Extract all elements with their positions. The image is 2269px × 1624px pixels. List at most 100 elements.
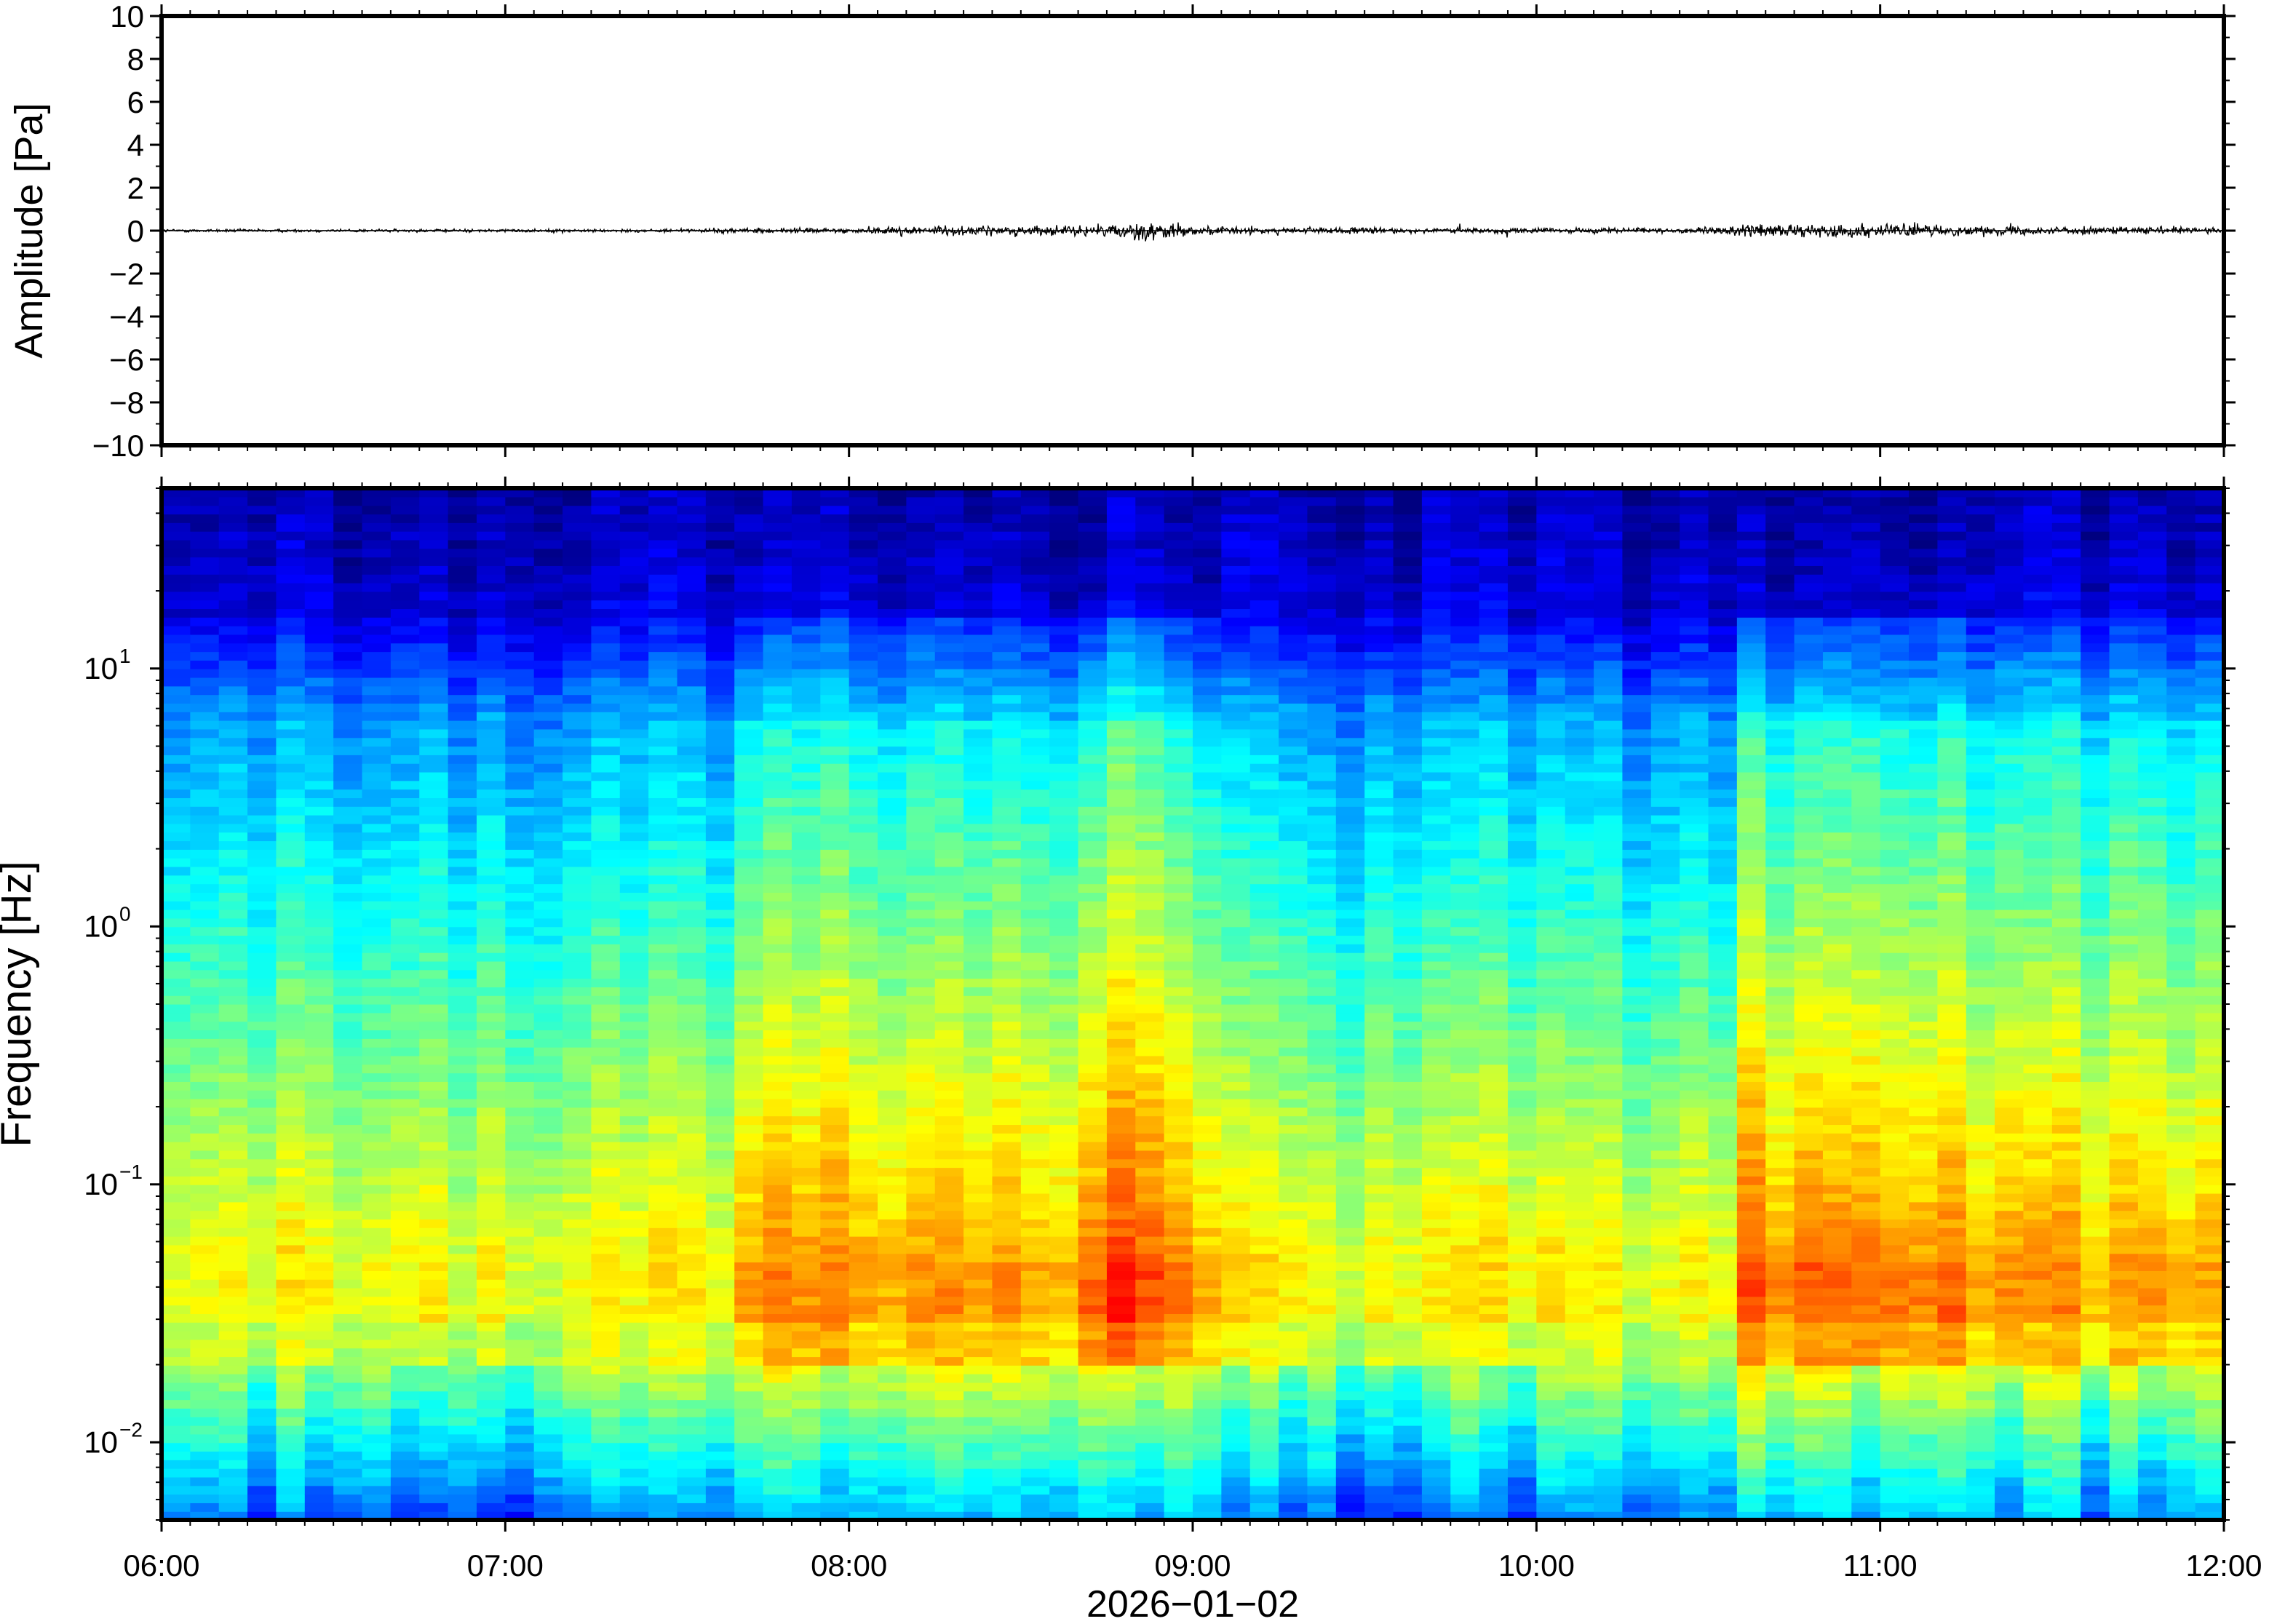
spectrogram-cell (705, 1305, 735, 1314)
spectrogram-cell (1049, 1287, 1079, 1297)
spectrogram-cell (1279, 608, 1308, 618)
spectrogram-cell (419, 780, 449, 790)
spectrogram-cell (190, 780, 220, 790)
spectrogram-cell (1221, 1107, 1251, 1117)
spectrogram-cell (276, 1021, 306, 1031)
spectrogram-cell (591, 901, 621, 910)
spectrogram-cell (906, 694, 936, 704)
spectrogram-cell (791, 875, 821, 885)
spectrogram-cell (934, 1124, 964, 1134)
spectrogram-cell (1106, 1460, 1136, 1469)
spectrogram-cell (1164, 1279, 1193, 1289)
spectrogram-cell (1193, 1322, 1222, 1332)
spectrogram-cell (1106, 1185, 1136, 1194)
spectrogram-cell (390, 1476, 420, 1486)
spectrogram-cell (476, 720, 506, 730)
spectrogram-cell (591, 737, 621, 747)
spectrogram-cell (705, 1279, 735, 1289)
spectrogram-cell (992, 522, 1022, 532)
spectrogram-cell (1279, 1433, 1308, 1444)
spectrogram-cell (276, 1115, 306, 1126)
spectrogram-cell (1106, 1090, 1136, 1099)
spectrogram-cell (992, 1098, 1022, 1108)
spectrogram-cell (533, 1296, 563, 1306)
spectrogram-cell (1135, 712, 1165, 721)
spectrogram-cell (963, 1236, 993, 1246)
spectrogram-cell (162, 660, 191, 669)
spectrogram-cell (1193, 651, 1222, 661)
spectrogram-cell (1135, 1142, 1165, 1151)
spectrogram-cell (1193, 1185, 1222, 1194)
spectrogram-cell (419, 1124, 449, 1134)
spectrogram-cell (791, 574, 821, 584)
spectrogram-cell (963, 1219, 993, 1228)
spectrogram-cell (333, 1047, 363, 1056)
spectrogram-cell (1164, 531, 1193, 541)
spectrogram-cell (849, 1158, 878, 1169)
spectrogram-cell (763, 901, 792, 910)
spectrogram-cell (878, 978, 907, 987)
spectrogram-cell (1164, 1305, 1193, 1314)
spectrogram-cell (934, 488, 964, 498)
spectrogram-cell (190, 823, 220, 833)
spectrogram-cell (734, 1390, 764, 1401)
spectrogram-cell (419, 531, 449, 541)
spectrogram-cell (849, 1098, 878, 1108)
spectrogram-cell (1307, 514, 1337, 523)
spectrogram-cell (1078, 505, 1108, 515)
spectrogram-cell (1020, 505, 1050, 515)
spectrogram-cell (906, 883, 936, 893)
spectrogram-cell (791, 832, 821, 842)
spectrogram-cell (1049, 1219, 1079, 1228)
spectrogram-cell (934, 1417, 964, 1426)
spectrogram-cell (849, 789, 878, 798)
spectrogram-cell (763, 1356, 792, 1366)
spectrogram-cell (304, 651, 334, 661)
spectrogram-cell (648, 1021, 678, 1031)
spectrogram-cell (563, 1124, 592, 1134)
spectrogram-cell (734, 514, 764, 523)
spectrogram-cell (1020, 866, 1050, 876)
spectrogram-cell (190, 969, 220, 979)
spectrogram-cell (619, 823, 649, 833)
spectrogram-cell (619, 660, 649, 669)
spectrogram-cell (1135, 1390, 1165, 1401)
spectrogram-cell (763, 1081, 792, 1091)
spectrogram-cell (934, 1408, 964, 1417)
spectrogram-cell (218, 1313, 248, 1323)
spectrogram-cell (1249, 488, 1279, 498)
spectrogram-cell (390, 1287, 420, 1297)
spectrogram-cell (820, 574, 850, 584)
spectrogram-cell (1020, 565, 1050, 575)
spectrogram-cell (362, 694, 392, 704)
spectrogram-cell (1221, 780, 1251, 790)
spectrogram-cell (1279, 840, 1308, 850)
spectrogram-cell (1078, 1425, 1108, 1435)
spectrogram-cell (648, 1012, 678, 1022)
spectrogram-cell (162, 763, 191, 773)
spectrogram-cell (906, 1167, 936, 1177)
spectrogram-cell (276, 1030, 306, 1039)
spectrogram-cell (763, 531, 792, 541)
spectrogram-cell (619, 1468, 649, 1478)
spectrogram-cell (1164, 1055, 1193, 1065)
spectrogram-cell (591, 1476, 621, 1486)
spectrogram-cell (1221, 642, 1251, 653)
spectrogram-cell (619, 780, 649, 790)
spectrogram-cell (1221, 1227, 1251, 1237)
spectrogram-cell (591, 892, 621, 901)
spectrogram-cell (619, 1425, 649, 1435)
spectrogram-cell (276, 677, 306, 687)
spectrogram-cell (1307, 1390, 1337, 1401)
spectrogram-cell (533, 823, 563, 833)
spectrogram-cell (1279, 1236, 1308, 1246)
spectrogram-cell (648, 522, 678, 532)
spectrogram-cell (1249, 1107, 1279, 1117)
spectrogram-cell (1249, 600, 1279, 610)
spectrogram-cell (763, 1374, 792, 1383)
spectrogram-cell (1307, 1442, 1337, 1452)
spectrogram-cell (1249, 651, 1279, 661)
spectrogram-cell (1106, 669, 1136, 678)
spectrogram-cell (190, 1502, 220, 1512)
spectrogram-cell (648, 832, 678, 842)
